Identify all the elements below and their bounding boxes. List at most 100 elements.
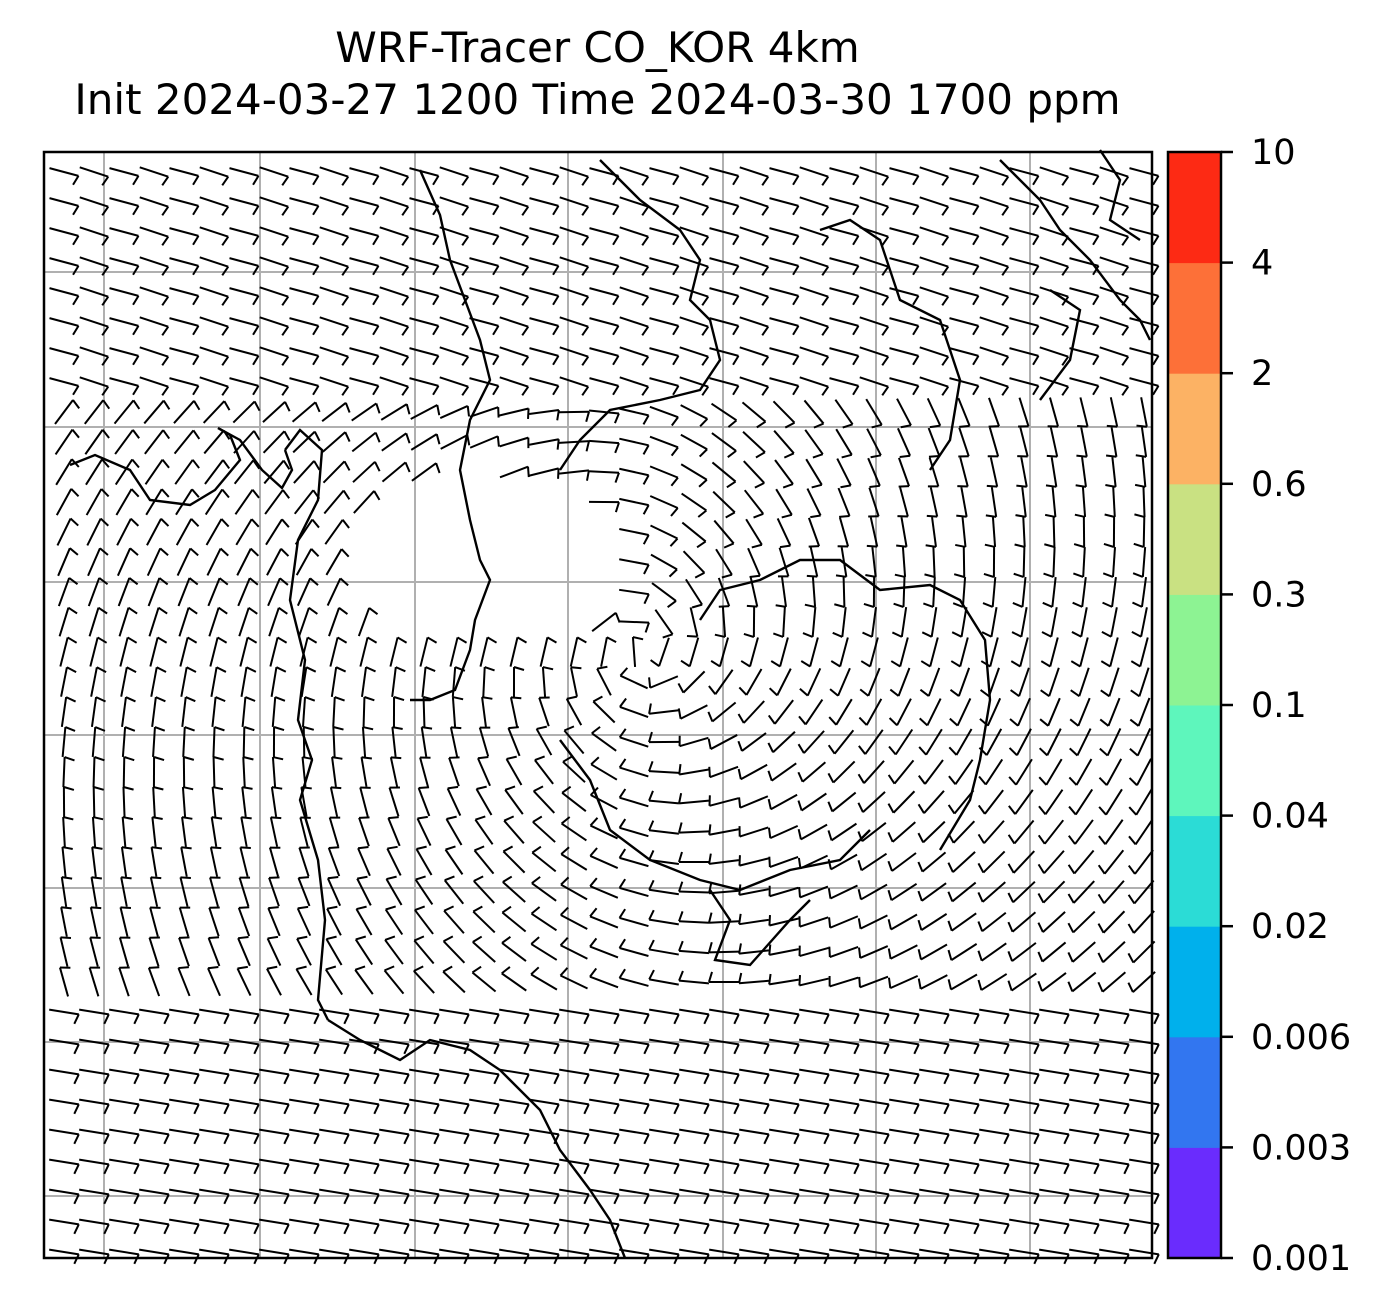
wind-barb-feather [100, 517, 109, 527]
wind-barb [830, 884, 858, 900]
wind-barb [499, 1038, 529, 1046]
wind-barb [859, 256, 889, 268]
wind-barb-feather [343, 1043, 350, 1055]
wind-barb [919, 1218, 949, 1226]
wind-barb-feather [672, 295, 680, 306]
wind-barb [139, 316, 169, 328]
wind-barb [1009, 347, 1039, 357]
wind-barb-feather [881, 236, 890, 246]
wind-barb-feather [193, 1013, 200, 1025]
wind-barb [919, 1098, 949, 1106]
wind-barb [589, 317, 619, 327]
wind-barb-feather [534, 755, 545, 762]
wind-barb-feather [733, 1043, 740, 1055]
wind-barb-feather [461, 356, 470, 366]
wind-barb-feather [211, 816, 223, 820]
wind-barb-feather [433, 1163, 440, 1175]
wind-barb [54, 429, 74, 455]
wind-barb [709, 1188, 739, 1196]
wind-barb-feather [912, 325, 920, 336]
wind-barb-feather [772, 632, 784, 638]
wind-barb-feather [253, 1133, 260, 1145]
wind-barb-feather [881, 326, 890, 336]
wind-barb-feather [432, 295, 440, 306]
wind-barb-feather [853, 1133, 860, 1145]
wind-barb [49, 1218, 79, 1226]
wind-barb-feather [887, 774, 896, 785]
wind-barb-feather [63, 786, 75, 791]
wind-barb [921, 882, 947, 902]
wind-barb-feather [72, 265, 80, 276]
wind-barb [926, 698, 942, 726]
wind-barb [1039, 1038, 1069, 1046]
wind-barb-feather [158, 577, 169, 586]
wind-barb-feather [943, 1163, 950, 1175]
wind-barb-feather [1132, 601, 1143, 608]
wind-barb [169, 1188, 199, 1196]
wind-barb [109, 257, 139, 267]
wind-barb-feather [472, 935, 483, 943]
wind-barb-feather [283, 1163, 290, 1175]
wind-barb [1022, 516, 1026, 548]
wind-barb [923, 790, 945, 814]
wind-barb-feather [732, 235, 740, 246]
wind-barb-feather [67, 606, 78, 615]
wind-barb-feather [132, 325, 140, 336]
colorbar-tick-label: 0.04 [1251, 797, 1329, 837]
wind-barb-feather [357, 875, 368, 880]
wind-barb [1112, 546, 1116, 578]
wind-barb-feather [1121, 386, 1130, 396]
wind-barb [79, 256, 109, 268]
wind-barb [961, 516, 967, 548]
wind-barb [565, 698, 583, 726]
coastline-kyushu [709, 889, 811, 967]
wind-barb-feather [1001, 176, 1010, 186]
wind-barb-feather [641, 266, 650, 276]
wind-barb [181, 816, 187, 848]
wind-barb-feather [678, 940, 684, 952]
wind-barb [449, 727, 459, 757]
wind-barb-feather [212, 786, 224, 791]
wind-barb-feather [857, 918, 862, 929]
wind-barb [169, 257, 199, 267]
wind-barb-feather [703, 1133, 710, 1145]
wind-barb [88, 967, 100, 997]
wind-barb [782, 606, 786, 638]
wind-barb-feather [670, 446, 679, 457]
wind-barb [289, 227, 319, 237]
wind-barb [897, 667, 911, 697]
wind-barb [469, 317, 499, 327]
wind-barb [1069, 1038, 1099, 1046]
wind-barb-feather [281, 386, 290, 396]
wind-barb-feather [823, 1193, 830, 1205]
wind-barb [649, 1248, 679, 1256]
wind-barb-feather [643, 1193, 650, 1205]
wind-barb-feather [823, 1163, 830, 1175]
wind-barb [259, 376, 289, 388]
wind-barb [499, 316, 529, 328]
wind-barb-feather [552, 325, 560, 336]
wind-barb [829, 257, 859, 267]
wind-barb-feather [829, 688, 839, 697]
wind-barb [1069, 1188, 1099, 1196]
wind-barb-feather [925, 544, 937, 548]
wind-barb-feather [1152, 295, 1160, 306]
wind-barb-feather [559, 936, 569, 946]
wind-barb-feather [415, 875, 426, 881]
wind-barb-feather [1040, 660, 1051, 668]
wind-barb-feather [767, 714, 776, 725]
wind-barb [739, 1098, 769, 1106]
wind-barb-feather [270, 816, 282, 820]
wind-barb [619, 796, 649, 808]
wind-barb [799, 166, 829, 178]
wind-barb-feather [68, 577, 79, 585]
wind-barb [799, 226, 829, 238]
wind-barb [199, 1158, 229, 1166]
wind-barb [473, 849, 495, 875]
wind-barb [803, 399, 825, 425]
wind-barb [809, 547, 819, 577]
wind-barb-feather [192, 205, 200, 216]
wind-barb [236, 548, 252, 576]
wind-barb-feather [756, 420, 767, 429]
wind-barb [529, 1098, 559, 1106]
